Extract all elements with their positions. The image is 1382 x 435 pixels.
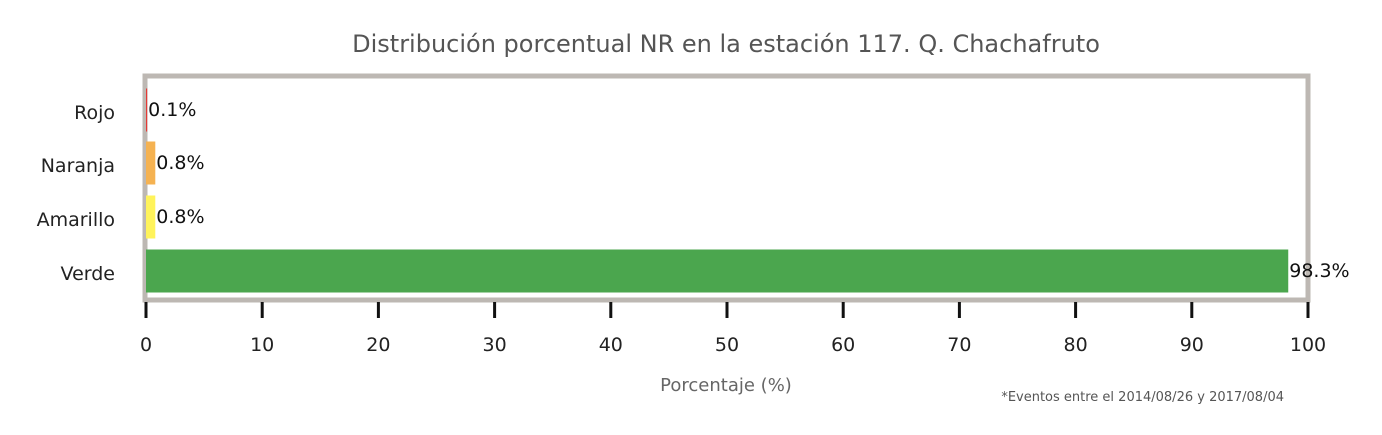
category-label-rojo: Rojo: [74, 102, 115, 124]
data-label-verde: 98.3%: [1289, 260, 1349, 282]
bars-group: [146, 88, 1289, 293]
data-label-amarillo: 0.8%: [156, 206, 204, 228]
category-label-naranja: Naranja: [41, 155, 115, 177]
x-tick-label: 0: [140, 334, 152, 356]
x-tick-label: 30: [483, 334, 507, 356]
x-tick-label: 40: [599, 334, 623, 356]
x-tick-label: 80: [1064, 334, 1088, 356]
plot-frame: [142, 73, 1311, 303]
data-label-naranja: 0.8%: [156, 152, 204, 174]
footnote: *Eventos entre el 2014/08/26 y 2017/08/0…: [1001, 390, 1284, 405]
category-labels: Rojo Naranja Amarillo Verde: [37, 102, 115, 285]
x-tick-label: 50: [715, 334, 739, 356]
x-tick-label: 10: [250, 334, 274, 356]
category-label-verde: Verde: [61, 263, 115, 285]
bar-naranja: [146, 141, 156, 185]
bar-verde: [146, 249, 1289, 293]
x-tick-label: 70: [947, 334, 971, 356]
data-labels: 0.1% 0.8% 0.8% 98.3%: [148, 99, 1349, 282]
x-axis: 0 10 20 30 40 50 60 70 80 90 100: [140, 302, 1326, 356]
bar-amarillo: [146, 195, 156, 239]
x-tick-label: 60: [831, 334, 855, 356]
category-label-amarillo: Amarillo: [37, 209, 115, 231]
data-label-rojo: 0.1%: [148, 99, 196, 121]
x-tick-label: 90: [1180, 334, 1204, 356]
x-tick-label: 100: [1290, 334, 1326, 356]
bar-rojo: [146, 88, 148, 132]
chart-title: Distribución porcentual NR en la estació…: [352, 30, 1100, 58]
x-axis-label: Porcentaje (%): [660, 375, 792, 396]
x-tick-label: 20: [366, 334, 390, 356]
